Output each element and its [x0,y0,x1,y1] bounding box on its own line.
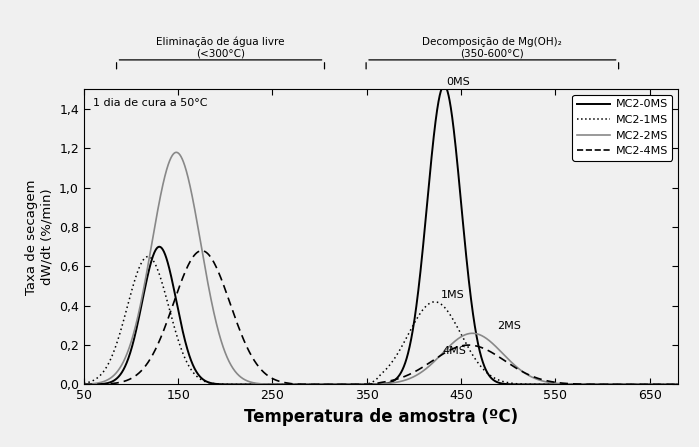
MC2-4MS [310,382,319,387]
Line: MC2-4MS: MC2-4MS [84,251,678,384]
MC2-4MS [308,382,316,387]
Text: 0MS: 0MS [446,77,470,88]
Text: 1MS: 1MS [440,290,464,300]
MC2-0MS [440,83,448,88]
MC2-1MS [333,382,342,387]
X-axis label: Temperatura de amostra (ºC): Temperatura de amostra (ºC) [244,408,518,426]
Text: Eliminação de água livre
(<300°C): Eliminação de água livre (<300°C) [157,36,284,59]
MC2-0MS [80,382,88,387]
MC2-2MS [674,382,682,387]
MC2-0MS [310,382,319,387]
MC2-2MS [598,382,607,387]
MC2-2MS [80,382,88,387]
Line: MC2-2MS: MC2-2MS [84,152,678,384]
MC2-0MS [333,382,342,387]
MC2-4MS [663,382,671,387]
MC2-1MS [80,381,88,386]
MC2-2MS [147,242,156,247]
MC2-1MS [147,256,156,261]
MC2-4MS [674,382,682,387]
MC2-2MS [333,382,342,387]
MC2-0MS [663,382,671,387]
Text: 2MS: 2MS [497,321,521,331]
Text: 1 dia de cura a 50°C: 1 dia de cura a 50°C [93,98,208,108]
MC2-0MS [147,257,156,263]
MC2-1MS [144,254,152,259]
MC2-1MS [183,360,192,366]
Text: 4MS: 4MS [442,346,466,356]
MC2-2MS [310,382,319,387]
MC2-4MS [80,382,88,387]
MC2-2MS [308,382,316,387]
MC2-1MS [663,382,671,387]
MC2-4MS [333,382,342,387]
Line: MC2-0MS: MC2-0MS [84,85,678,384]
MC2-4MS [598,382,607,387]
MC2-1MS [308,382,316,387]
MC2-0MS [308,382,316,387]
Legend: MC2-0MS, MC2-1MS, MC2-2MS, MC2-4MS: MC2-0MS, MC2-1MS, MC2-2MS, MC2-4MS [572,95,672,160]
MC2-0MS [182,345,191,350]
Line: MC2-1MS: MC2-1MS [84,257,678,384]
MC2-0MS [598,382,607,387]
MC2-4MS [147,354,156,359]
MC2-2MS [663,382,671,387]
MC2-4MS [182,265,191,270]
Y-axis label: Taxa de secagem
dW/dt (%/min): Taxa de secagem dW/dt (%/min) [25,179,53,295]
MC2-1MS [674,382,682,387]
MC2-2MS [172,150,180,155]
MC2-1MS [598,382,607,387]
MC2-1MS [310,382,319,387]
MC2-4MS [198,248,206,253]
Text: Decomposição de Mg(OH)₂
(350-600°C): Decomposição de Mg(OH)₂ (350-600°C) [422,37,562,59]
MC2-2MS [183,171,192,177]
MC2-0MS [674,382,682,387]
